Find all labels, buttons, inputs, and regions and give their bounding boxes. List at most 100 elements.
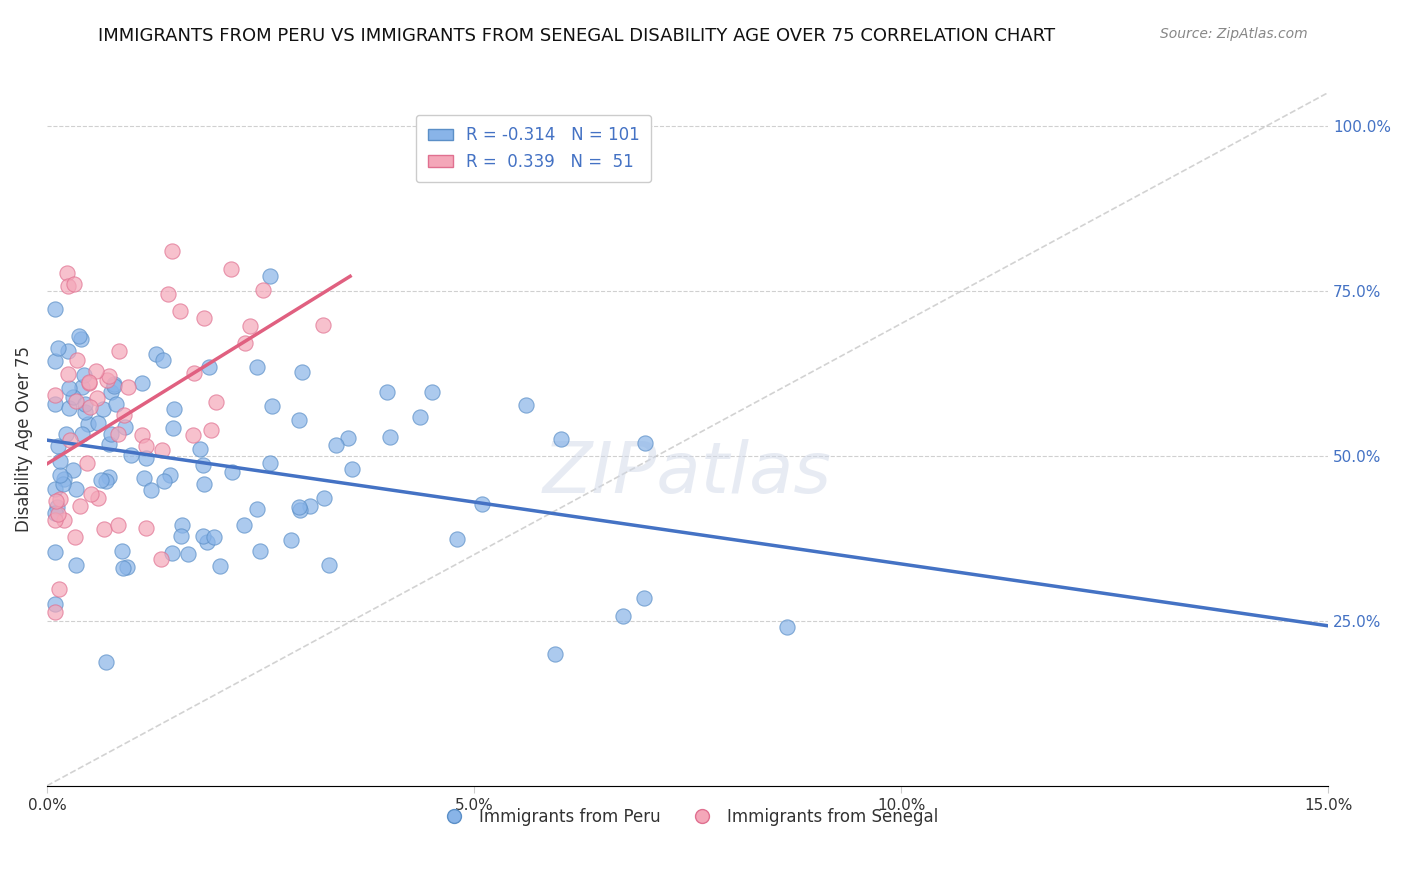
Point [100, 384, 122, 399]
Point [67, 329, 90, 343]
Point [446, 533, 468, 547]
Point [219, 261, 242, 276]
Point [259, 268, 281, 283]
Text: Source: ZipAtlas.com: Source: ZipAtlas.com [1160, 27, 1308, 41]
Point [162, 244, 184, 259]
Point [103, 378, 125, 392]
Point [288, 503, 311, 517]
Point [375, 385, 398, 400]
Point [291, 365, 314, 379]
Point [152, 353, 174, 368]
Point [76, 456, 98, 470]
Point [139, 483, 162, 497]
Point [58, 401, 80, 415]
Point [46, 341, 69, 355]
Point [233, 335, 256, 350]
Point [70, 426, 93, 441]
Point [149, 552, 172, 566]
Point [44, 605, 66, 619]
Point [44, 354, 66, 368]
Point [169, 528, 191, 542]
Point [152, 474, 174, 488]
Point [633, 591, 655, 606]
Point [55, 266, 77, 280]
Point [52, 477, 75, 491]
Point [471, 497, 494, 511]
Point [48, 582, 70, 597]
Point [612, 609, 634, 624]
Point [337, 431, 360, 445]
Point [111, 561, 134, 575]
Point [70, 379, 93, 393]
Point [298, 499, 321, 513]
Point [515, 398, 537, 412]
Point [408, 409, 430, 424]
Point [550, 433, 572, 447]
Point [191, 529, 214, 543]
Point [340, 462, 363, 476]
Point [132, 471, 155, 485]
Point [104, 397, 127, 411]
Point [634, 436, 657, 450]
Point [107, 517, 129, 532]
Point [200, 423, 222, 437]
Point [44, 388, 66, 402]
Point [150, 442, 173, 457]
Point [232, 518, 254, 533]
Point [79, 401, 101, 415]
Point [117, 380, 139, 394]
Point [156, 287, 179, 301]
Point [58, 381, 80, 395]
Point [55, 426, 77, 441]
Point [97, 369, 120, 384]
Point [135, 521, 157, 535]
Point [183, 366, 205, 380]
Point [44, 545, 66, 559]
Point [287, 413, 309, 427]
Point [249, 544, 271, 558]
Point [52, 513, 75, 527]
Point [195, 535, 218, 549]
Point [44, 506, 66, 520]
Point [66, 353, 89, 368]
Point [209, 558, 232, 573]
Y-axis label: Disability Age Over 75: Disability Age Over 75 [15, 346, 32, 533]
Point [56, 279, 79, 293]
Point [776, 620, 799, 634]
Point [70, 332, 93, 346]
Point [49, 454, 72, 468]
Point [112, 408, 135, 422]
Point [204, 395, 226, 409]
Point [111, 544, 134, 558]
Point [114, 420, 136, 434]
Point [170, 517, 193, 532]
Point [221, 465, 243, 479]
Legend: Immigrants from Peru, Immigrants from Senegal: Immigrants from Peru, Immigrants from Se… [430, 802, 945, 833]
Point [44, 597, 66, 611]
Point [169, 304, 191, 318]
Point [65, 393, 87, 408]
Point [73, 397, 96, 411]
Point [97, 469, 120, 483]
Point [63, 530, 86, 544]
Point [280, 533, 302, 547]
Point [94, 655, 117, 669]
Point [103, 376, 125, 391]
Point [544, 647, 567, 661]
Point [260, 399, 283, 413]
Point [252, 283, 274, 297]
Point [90, 473, 112, 487]
Point [96, 373, 118, 387]
Point [420, 384, 443, 399]
Point [44, 513, 66, 527]
Point [56, 368, 79, 382]
Point [65, 558, 87, 573]
Point [163, 401, 186, 416]
Point [62, 462, 84, 476]
Point [46, 500, 69, 514]
Point [135, 450, 157, 465]
Point [44, 483, 66, 497]
Point [87, 491, 110, 506]
Point [325, 438, 347, 452]
Point [65, 483, 87, 497]
